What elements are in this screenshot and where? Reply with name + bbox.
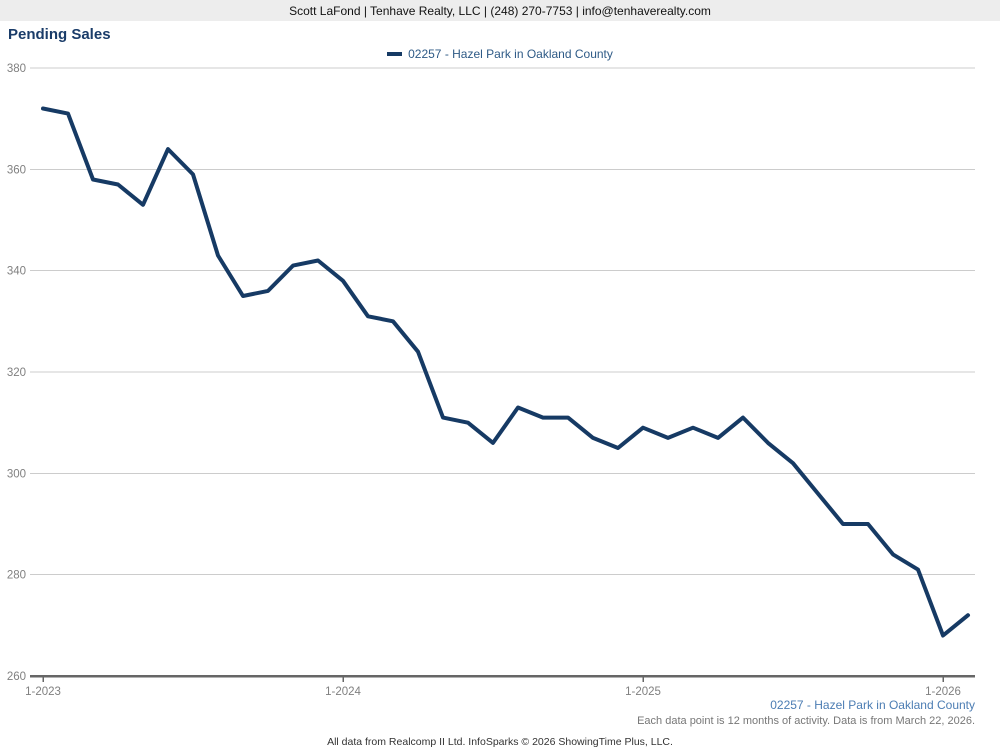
legend: 02257 - Hazel Park in Oakland County [0,47,1000,61]
y-axis-label: 340 [7,266,26,278]
x-axis-label: 1-2025 [625,686,661,698]
header-bar: Scott LaFond | Tenhave Realty, LLC | (24… [0,0,1000,21]
pending-sales-line-chart: 260 280 300 320 340 360 380 1-2023 1-2024 1-2025 1… [7,63,975,698]
data-attribution: All data from Realcomp II Ltd. InfoSpark… [327,736,673,748]
y-axis-label: 300 [7,468,26,480]
legend-line-swatch [387,52,403,56]
footer-series-label: 02257 - Hazel Park in Oakland County [770,698,975,712]
y-axis-label: 260 [7,671,26,683]
series-line [41,106,970,638]
legend-label: 02257 - Hazel Park in Oakland County [408,47,613,61]
y-axis-label: 320 [7,367,26,379]
x-axis-label: 1-2023 [25,686,61,698]
contact-line: Scott LaFond | Tenhave Realty, LLC | (24… [289,3,711,18]
x-axis-label: 1-2026 [925,686,961,698]
y-axis-label: 380 [7,63,26,75]
y-axis-label: 280 [7,570,26,582]
x-axis-label: 1-2024 [325,686,361,698]
footer-note: Each data point is 12 months of activity… [637,715,975,727]
page-title: Pending Sales [8,26,111,43]
y-axis-label: 360 [7,164,26,176]
